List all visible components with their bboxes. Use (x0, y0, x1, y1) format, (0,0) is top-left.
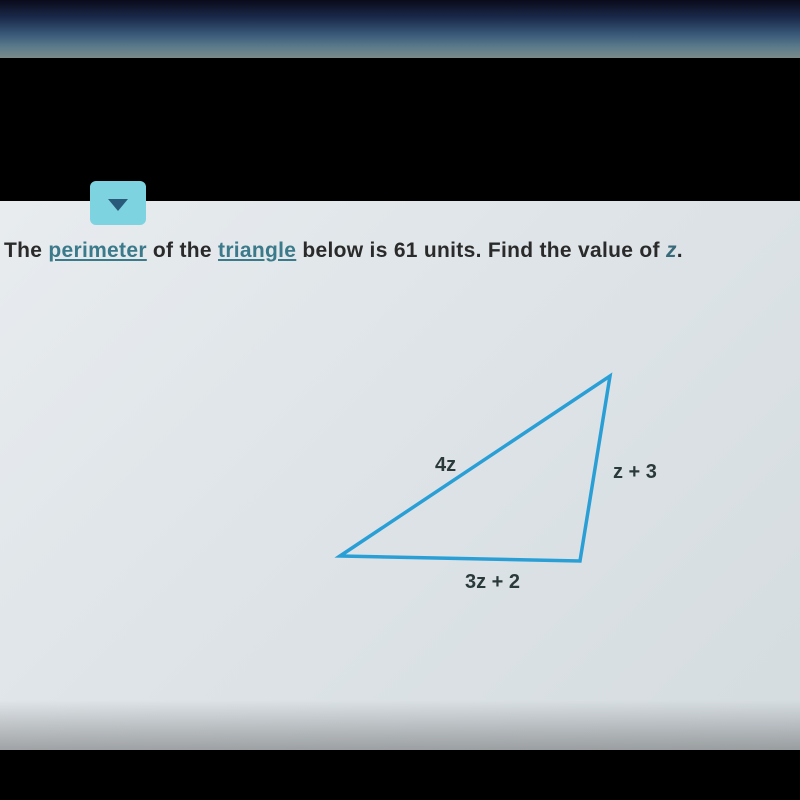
text-suffix: . (677, 239, 683, 262)
text-mid1: of the (147, 239, 218, 262)
bottom-shadow (0, 700, 800, 750)
dropdown-button[interactable] (90, 181, 146, 225)
text-prefix: The (4, 239, 48, 262)
text-variable: z (666, 239, 677, 262)
question-text: The perimeter of the triangle below is 6… (4, 239, 683, 263)
content-area: The perimeter of the triangle below is 6… (0, 201, 800, 750)
side-label-hypotenuse: 4z (435, 454, 456, 477)
triangle-diagram: 4z z + 3 3z + 2 (310, 346, 710, 646)
text-mid3: units. Find the value of (418, 239, 666, 262)
chevron-down-icon (108, 199, 128, 211)
sky-gradient-band (0, 0, 800, 58)
text-mid2: below is (296, 239, 394, 262)
triangle-shape (340, 376, 610, 561)
text-value: 61 (394, 239, 418, 262)
link-perimeter[interactable]: perimeter (48, 239, 146, 262)
triangle-svg (310, 346, 710, 646)
side-label-bottom: 3z + 2 (465, 571, 520, 594)
link-triangle[interactable]: triangle (218, 239, 296, 262)
side-label-right: z + 3 (613, 461, 657, 484)
